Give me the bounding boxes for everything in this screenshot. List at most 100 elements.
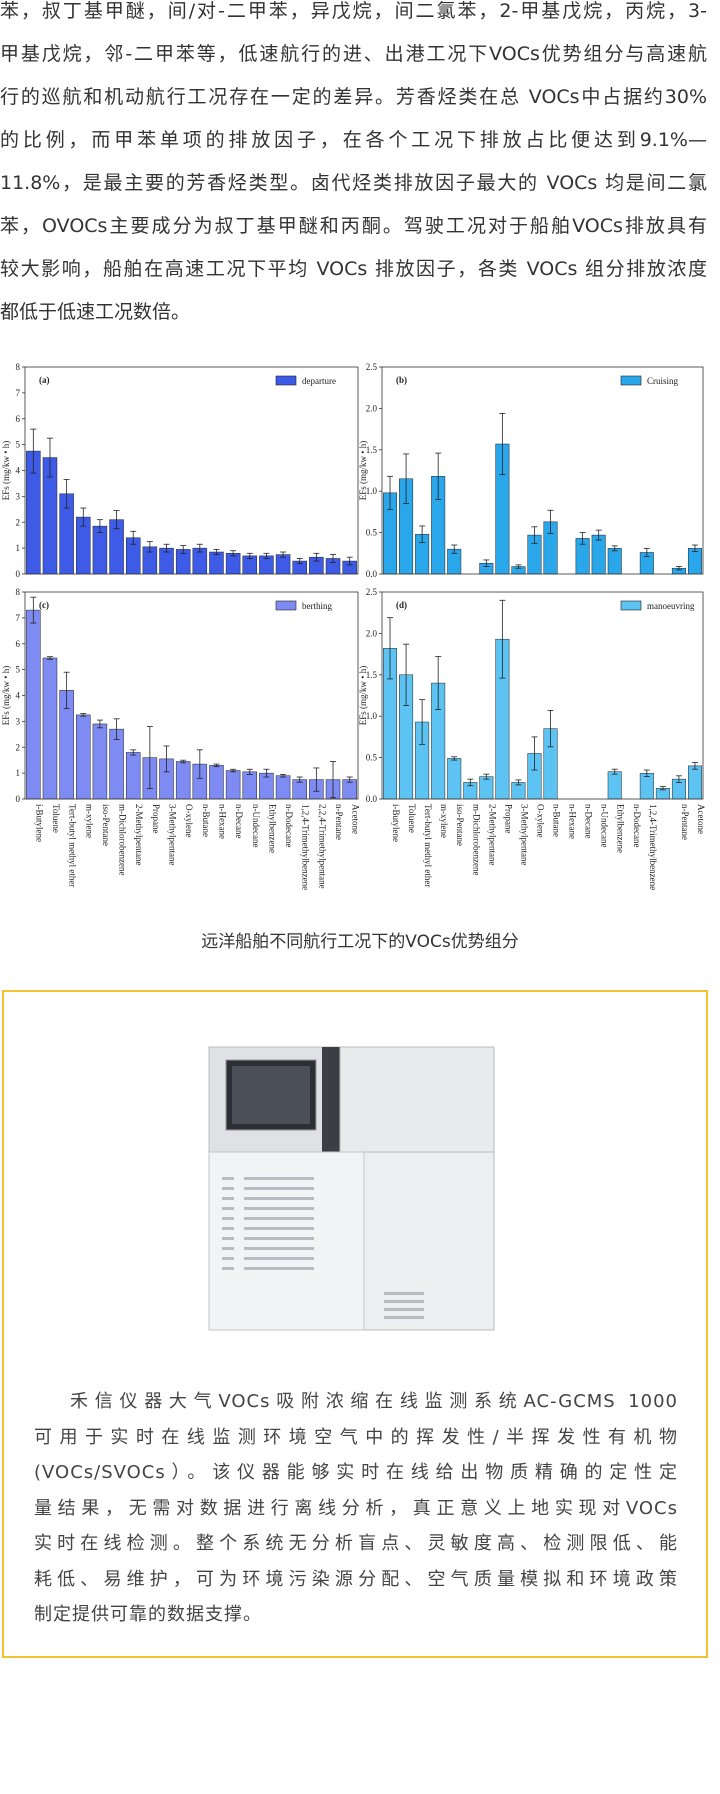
error-bar [643, 547, 650, 558]
text-line: 禾信仪器大气VOCs吸附浓缩在线监测系统AC-GCMS 1000 [70, 1391, 678, 1412]
x-tick-label: Ethylbenzene [616, 804, 626, 853]
error-bar [46, 656, 53, 660]
vents [222, 1177, 424, 1319]
legend-label: manoeuvring [647, 601, 695, 611]
x-tick-label: i-Butylene [34, 804, 44, 842]
y-axis-label: EFs (mg/kw • h) [358, 666, 368, 725]
x-tick-label: m-Dichlorobenzene [471, 804, 481, 875]
x-tick-label: Propane [151, 804, 161, 834]
bar [92, 525, 108, 575]
x-tick-label: 2,2,4-Trimethylpentane [317, 804, 327, 889]
y-tick-label: 5 [16, 440, 21, 450]
bar [607, 771, 622, 800]
y-tick-label: 3 [16, 716, 21, 726]
y-tick-label: 1.0 [366, 711, 378, 721]
legend-label: berthing [302, 601, 332, 611]
error-bar [330, 761, 337, 799]
error-bar [595, 529, 602, 541]
error-bar [280, 774, 287, 778]
bar [175, 761, 191, 800]
error-bar [213, 549, 220, 555]
x-tick-label: Acetone [351, 804, 361, 834]
text-line: 较大影响，船舶在高速工况下平均 VOCs 排放因子，各类 VOCs 组分排放浓度 [0, 258, 707, 280]
error-bar [30, 596, 37, 624]
x-tick-label: n-Undecane [251, 804, 261, 847]
error-bar [435, 452, 442, 500]
bar [639, 773, 654, 800]
error-bar [419, 699, 426, 745]
y-tick-label: 0 [16, 794, 21, 804]
x-tick-label: n-Hexane [217, 804, 227, 839]
x-tick-label: Tert-butyl methyl ether [68, 804, 78, 887]
error-bar [403, 643, 410, 706]
text-line: 甲基戊烷，邻-二甲苯等，低速航行的进、出港工况下VOCs优势组分与高速航 [0, 43, 707, 65]
error-bar [659, 786, 666, 791]
x-tick-label: n-Dodecane [284, 804, 294, 847]
error-bar [547, 710, 554, 748]
x-tick-label: O-xylene [535, 804, 545, 838]
y-tick-label: 0.0 [366, 569, 378, 579]
y-tick-label: 2.5 [366, 587, 378, 597]
error-bar [196, 749, 203, 779]
x-tick-label: 2-Methylpentane [487, 804, 497, 865]
error-bar [96, 719, 103, 729]
x-tick-label: n-Decane [584, 804, 594, 838]
error-bar [547, 509, 554, 534]
text-line: 实时在线检测。整个系统无分析盲点、灵敏度高、检测限低、能 [34, 1533, 678, 1554]
y-tick-label: 0 [16, 569, 21, 579]
error-bar [643, 769, 650, 778]
text-line: 行的巡航和机动航行工况存在一定的差异。芳香烃类在总 VOCs中占据约30% [0, 86, 707, 108]
error-bar [296, 776, 303, 783]
x-tick-label: m-Dichlorobenzene [118, 804, 128, 875]
error-bar [296, 558, 303, 565]
error-bar [280, 551, 287, 558]
x-tick-label: m-xylene [439, 804, 449, 838]
text-line: 的比例，而甲苯单项的排放因子，在各个工况下排放占比便达到9.1%— [0, 129, 707, 151]
panel-label: (a) [39, 375, 50, 385]
y-axis-label: EFs (mg/kw • h) [358, 441, 368, 500]
y-tick-label: 0.5 [366, 528, 378, 538]
error-bar [691, 544, 698, 553]
text-line: 苯，叔丁基甲醚，间/对-二甲苯，异戊烷，间二氯苯，2-甲基戊烷，丙烷，3- [0, 0, 707, 22]
y-tick-label: 5 [16, 665, 21, 675]
error-bar [146, 726, 153, 790]
x-tick-label: n-Pentane [680, 804, 690, 840]
error-bar [130, 749, 137, 756]
figure-caption: 远洋船舶不同航行工况下的VOCs优势组分 [201, 932, 519, 952]
x-tick-label: Propane [503, 804, 513, 834]
error-bar [515, 779, 522, 786]
x-tick-label: m-xylene [84, 804, 94, 838]
legend-swatch [620, 600, 642, 611]
bar [76, 714, 91, 800]
error-bar [130, 530, 137, 545]
x-tick-label: Acetone [696, 804, 706, 834]
y-tick-label: 6 [16, 414, 21, 424]
error-bar [531, 736, 538, 771]
error-bar [515, 564, 522, 569]
error-bar [499, 599, 506, 679]
text-line: 耗低、易维护，可为环境污染源分配、空气质量模拟和环境政策 [34, 1568, 678, 1590]
instrument-photo [208, 1046, 495, 1331]
y-axis-label: EFs (mg/kw • h) [1, 666, 11, 725]
y-tick-label: 1 [16, 768, 21, 778]
x-tick-label: iso-Pentane [101, 804, 111, 846]
bar [209, 765, 224, 800]
x-tick-label: 1,2,4-Trimethylbenzene [648, 804, 658, 890]
figure: 0 1 2 3 4 5 6 7 8 EFs (mg/kw • h) (a) departure 0.0 0… [1, 362, 706, 890]
y-tick-label: 7 [16, 613, 21, 623]
error-bar [346, 776, 353, 783]
error-bar [387, 617, 394, 680]
error-bar [387, 475, 394, 510]
x-tick-label: n-Decane [234, 804, 244, 838]
error-bar [579, 532, 586, 545]
x-tick-label: n-Undecane [600, 804, 610, 847]
error-bar [80, 507, 87, 527]
axes-frame [24, 366, 359, 575]
text-line: 11.8%，是最主要的芳香烃类型。卤代烃类排放因子最大的 VOCs 均是间二氯 [0, 172, 707, 194]
x-tick-label: Toluene [51, 804, 61, 833]
error-bar [611, 545, 618, 552]
y-tick-label: 0.0 [366, 794, 378, 804]
error-bar [531, 526, 538, 544]
bar [607, 548, 622, 575]
